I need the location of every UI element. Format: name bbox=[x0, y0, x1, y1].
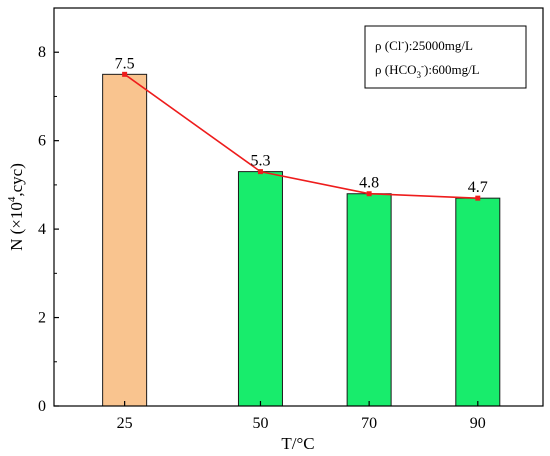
y-ticks: 0 2 4 6 8 bbox=[38, 44, 59, 415]
y-tick-label: 2 bbox=[38, 310, 46, 327]
x-ticks: 25 50 70 90 bbox=[117, 401, 486, 432]
y-tick-label: 6 bbox=[38, 133, 46, 150]
y-axis-title: N (×104,cyc) bbox=[6, 163, 26, 251]
y-tick-label: 4 bbox=[38, 221, 46, 238]
line-layer bbox=[122, 71, 481, 201]
plot-frame bbox=[53, 7, 544, 407]
line-point-50 bbox=[257, 169, 263, 175]
bars-layer bbox=[102, 73, 501, 407]
legend: ρ (Cl-):25000mg/L ρ (HCO3-):600mg/L bbox=[364, 25, 527, 89]
trend-line bbox=[124, 73, 478, 199]
x-axis-title: T/°C bbox=[281, 434, 314, 453]
legend-line-cl: ρ (Cl-):25000mg/L bbox=[375, 37, 473, 53]
x-tick-label: 90 bbox=[470, 415, 486, 432]
x-tick-label: 70 bbox=[361, 415, 377, 432]
data-label-90: 4.7 bbox=[468, 179, 488, 196]
line-point-25 bbox=[122, 71, 128, 77]
y-tick-label: 8 bbox=[38, 44, 46, 61]
bar-70 bbox=[346, 193, 392, 407]
y-tick-label: 0 bbox=[38, 398, 46, 415]
bar-50 bbox=[237, 171, 283, 407]
legend-line-hco3: ρ (HCO3-):600mg/L bbox=[375, 61, 480, 80]
legend-box bbox=[364, 25, 527, 89]
bar-25 bbox=[102, 73, 148, 407]
data-label-50: 5.3 bbox=[250, 153, 270, 170]
labels-layer: 7.5 5.3 4.8 4.7 bbox=[115, 55, 488, 196]
line-point-90 bbox=[475, 195, 481, 201]
line-point-70 bbox=[366, 191, 372, 197]
data-label-25: 7.5 bbox=[115, 55, 135, 72]
x-tick-label: 25 bbox=[117, 415, 133, 432]
data-label-70: 4.8 bbox=[359, 175, 379, 192]
bar-90 bbox=[455, 197, 501, 407]
x-tick-label: 50 bbox=[252, 415, 268, 432]
